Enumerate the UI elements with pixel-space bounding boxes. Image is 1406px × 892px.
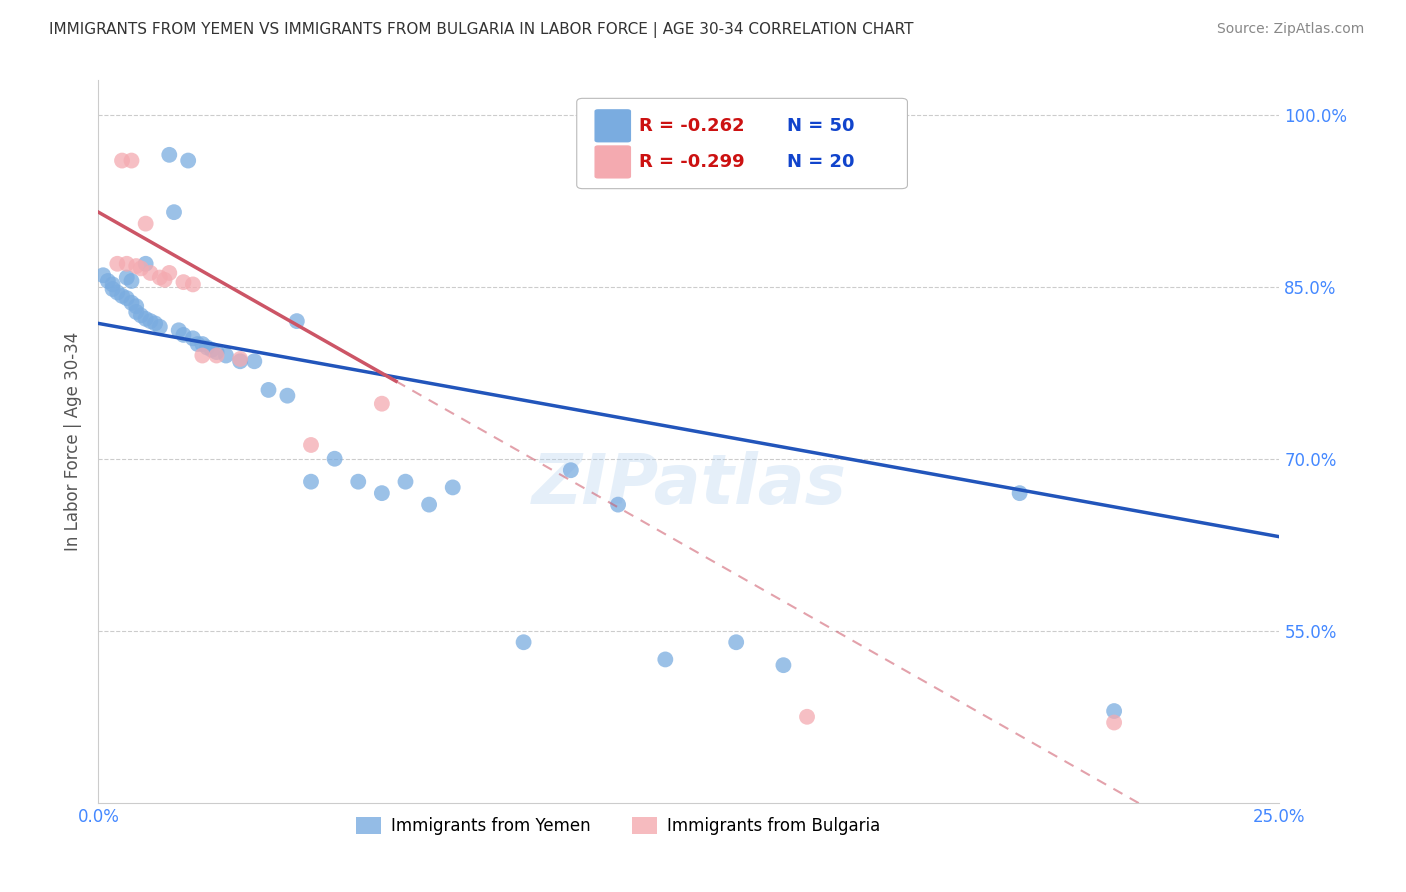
- Point: [347, 475, 370, 489]
- Point: [172, 327, 194, 342]
- Point: [191, 349, 214, 363]
- Text: ZIPatlas: ZIPatlas: [531, 451, 846, 518]
- Point: [139, 314, 162, 328]
- FancyBboxPatch shape: [595, 145, 631, 178]
- Text: N = 20: N = 20: [787, 153, 855, 171]
- Point: [149, 270, 172, 285]
- Point: [129, 261, 152, 276]
- Point: [149, 319, 172, 334]
- Point: [111, 289, 134, 303]
- Point: [1008, 486, 1031, 500]
- Text: R = -0.262: R = -0.262: [640, 117, 745, 135]
- Point: [105, 285, 128, 300]
- Point: [418, 498, 440, 512]
- Point: [135, 257, 157, 271]
- Point: [257, 383, 280, 397]
- Point: [121, 153, 143, 168]
- Point: [135, 311, 157, 326]
- Point: [187, 337, 209, 351]
- Point: [191, 337, 214, 351]
- Point: [215, 349, 238, 363]
- Text: R = -0.299: R = -0.299: [640, 153, 745, 171]
- Legend: Immigrants from Yemen, Immigrants from Bulgaria: Immigrants from Yemen, Immigrants from B…: [349, 810, 887, 841]
- Point: [725, 635, 748, 649]
- Text: IMMIGRANTS FROM YEMEN VS IMMIGRANTS FROM BULGARIA IN LABOR FORCE | AGE 30-34 COR: IMMIGRANTS FROM YEMEN VS IMMIGRANTS FROM…: [49, 22, 914, 38]
- Point: [1102, 704, 1125, 718]
- Point: [115, 291, 138, 305]
- Point: [796, 710, 818, 724]
- Point: [512, 635, 534, 649]
- Point: [105, 257, 128, 271]
- Text: N = 50: N = 50: [787, 117, 855, 135]
- Point: [285, 314, 308, 328]
- Point: [560, 463, 582, 477]
- Point: [115, 257, 138, 271]
- Point: [299, 475, 322, 489]
- Point: [772, 658, 794, 673]
- Point: [91, 268, 114, 283]
- Point: [101, 277, 124, 292]
- Point: [195, 341, 218, 355]
- Point: [276, 389, 298, 403]
- Point: [205, 349, 228, 363]
- Point: [143, 317, 166, 331]
- Point: [101, 282, 124, 296]
- Point: [115, 270, 138, 285]
- FancyBboxPatch shape: [595, 109, 631, 143]
- Text: Source: ZipAtlas.com: Source: ZipAtlas.com: [1216, 22, 1364, 37]
- Point: [172, 275, 194, 289]
- Point: [153, 273, 176, 287]
- Point: [441, 480, 464, 494]
- FancyBboxPatch shape: [576, 98, 907, 189]
- Point: [229, 354, 252, 368]
- Point: [121, 274, 143, 288]
- Point: [607, 498, 630, 512]
- Point: [139, 266, 162, 280]
- Point: [163, 205, 186, 219]
- Point: [97, 274, 120, 288]
- Point: [135, 217, 157, 231]
- Point: [129, 309, 152, 323]
- Point: [177, 153, 200, 168]
- Point: [125, 299, 148, 313]
- Point: [371, 397, 394, 411]
- Point: [121, 295, 143, 310]
- Point: [125, 305, 148, 319]
- Point: [654, 652, 676, 666]
- Point: [229, 351, 252, 366]
- Point: [157, 266, 180, 280]
- Y-axis label: In Labor Force | Age 30-34: In Labor Force | Age 30-34: [65, 332, 83, 551]
- Point: [201, 343, 224, 357]
- Point: [371, 486, 394, 500]
- Point: [323, 451, 346, 466]
- Point: [125, 259, 148, 273]
- Point: [394, 475, 416, 489]
- Point: [205, 345, 228, 359]
- Point: [243, 354, 266, 368]
- Point: [181, 277, 204, 292]
- Point: [111, 153, 134, 168]
- Point: [181, 331, 204, 345]
- Point: [1102, 715, 1125, 730]
- Point: [167, 323, 190, 337]
- Point: [157, 148, 180, 162]
- Point: [299, 438, 322, 452]
